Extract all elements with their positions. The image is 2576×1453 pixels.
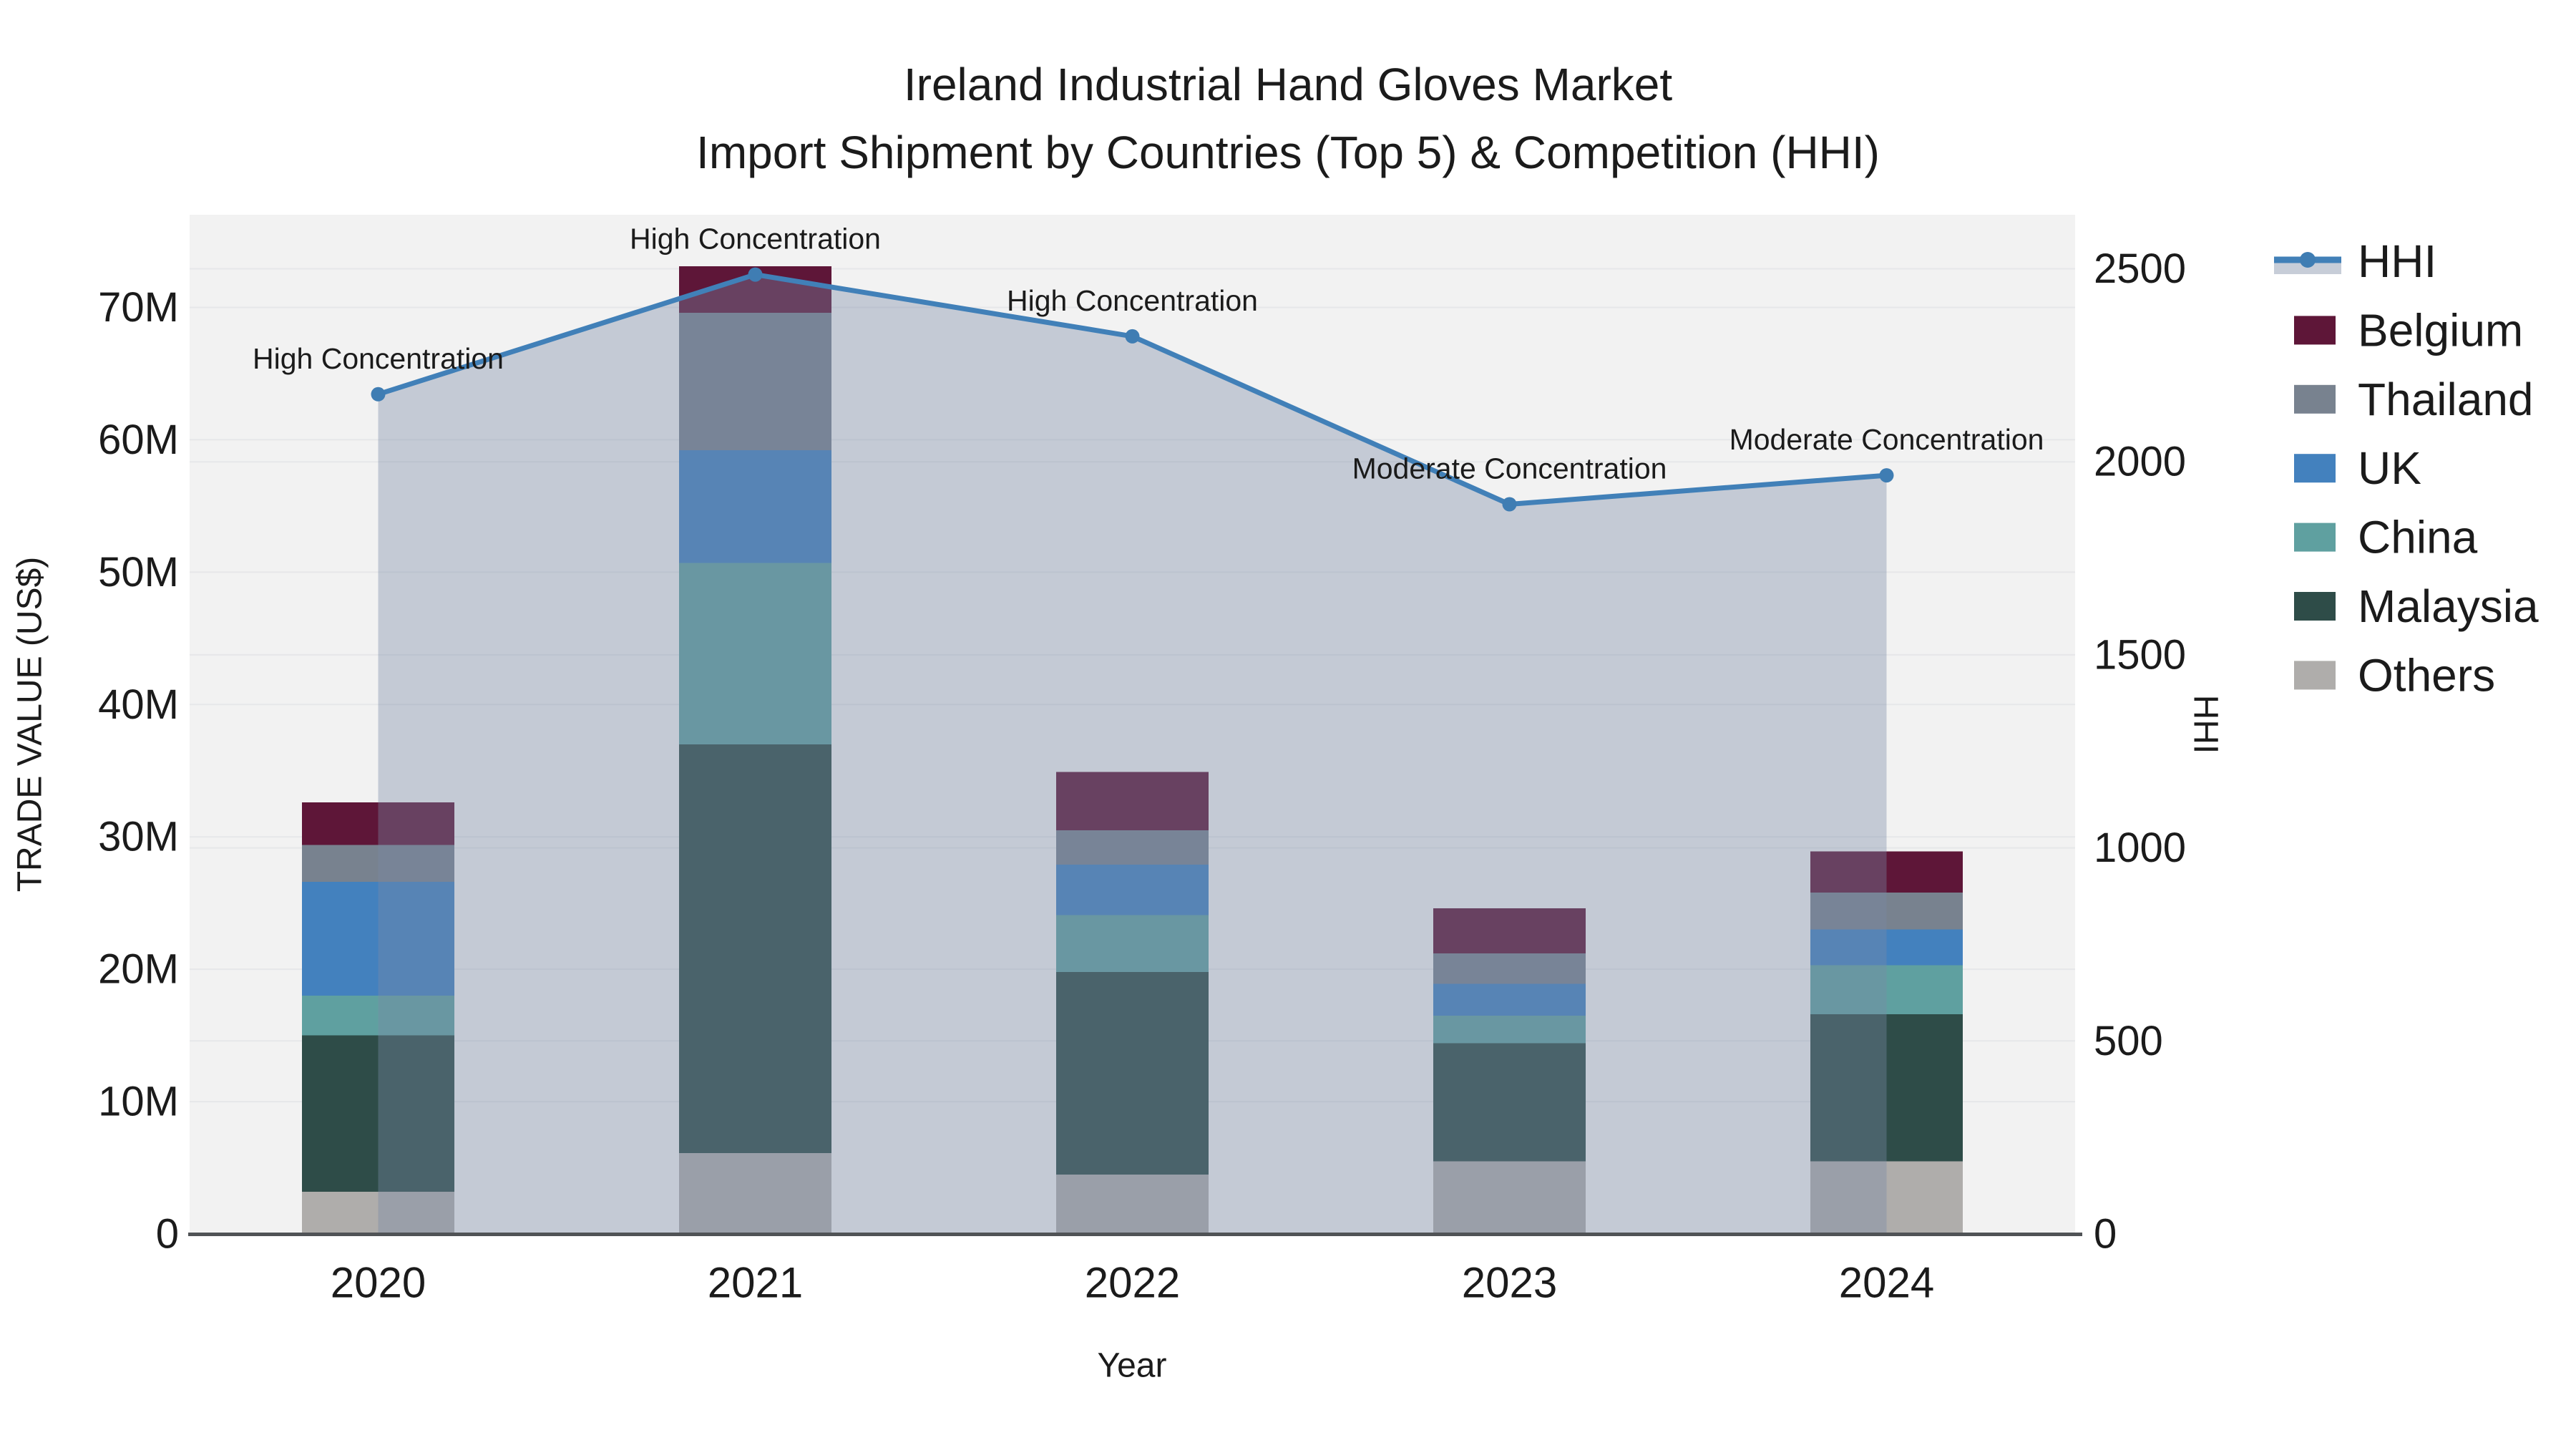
hhi-marker-2022[interactable] [1125,329,1140,344]
bar-segment-thailand-2023[interactable] [1433,953,1586,984]
legend-swatch-belgium [2294,316,2336,345]
x-tick-label-2020: 2020 [331,1259,426,1307]
legend-label-thailand: Thailand [2358,374,2534,425]
plot-area: 0 10M 20M 30M 40M 50M 60M 70M 0 500 1000 1500 2000 25… [98,215,2539,1307]
legend-swatch-malaysia [2294,592,2336,621]
legend-item-china[interactable]: China [2294,512,2478,563]
bar-segment-uk-2024[interactable] [1810,929,1963,966]
bar-segment-uk-2021[interactable] [679,450,831,563]
bar-segment-thailand-2021[interactable] [679,312,831,451]
bar-segment-china-2024[interactable] [1810,965,1963,1014]
chart-title-line2: Import Shipment by Countries (Top 5) & C… [696,127,1880,178]
bar-segment-malaysia-2023[interactable] [1433,1043,1586,1162]
y-tick-label-0: 0 [156,1211,179,1258]
legend-item-hhi[interactable]: HHI [2274,235,2436,287]
x-axis-line [188,1233,2082,1236]
x-tick-label-2023: 2023 [1462,1259,1557,1307]
legend-label-uk: UK [2358,442,2421,494]
bar-segment-uk-2022[interactable] [1056,865,1209,915]
bar-segment-malaysia-2020[interactable] [302,1035,454,1192]
bar-segment-others-2024[interactable] [1810,1161,1963,1234]
bar-segment-belgium-2022[interactable] [1056,772,1209,830]
hhi-marker-2023[interactable] [1502,497,1517,512]
y-tick-label-20M: 20M [98,946,179,993]
hhi-marker-2021[interactable] [748,267,763,282]
chart-title-line1: Ireland Industrial Hand Gloves Market [904,59,1673,110]
x-tick-label-2021: 2021 [708,1259,803,1307]
y2-tick-label-2000: 2000 [2094,439,2186,485]
bar-segment-malaysia-2024[interactable] [1810,1014,1963,1162]
annotation-2021: High Concentration [630,223,881,256]
legend-item-thailand[interactable]: Thailand [2294,374,2534,425]
hhi-legend-marker-icon [2300,252,2316,268]
x-tick-label-2022: 2022 [1085,1259,1180,1307]
legend-item-others[interactable]: Others [2294,649,2495,701]
bar-segment-thailand-2020[interactable] [302,845,454,883]
legend-label-malaysia: Malaysia [2358,580,2539,632]
legend-label-china: China [2358,512,2478,563]
x-tick-label-2024: 2024 [1839,1259,1934,1307]
bar-segment-others-2021[interactable] [679,1153,831,1234]
hhi-marker-2024[interactable] [1879,468,1894,483]
annotation-2020: High Concentration [253,342,504,375]
bar-segment-china-2020[interactable] [302,996,454,1036]
y-tick-label-70M: 70M [98,284,179,331]
legend-swatch-china [2294,523,2336,552]
legend-item-belgium[interactable]: Belgium [2294,304,2523,356]
legend-item-malaysia[interactable]: Malaysia [2294,580,2539,632]
y-tick-label-30M: 30M [98,814,179,860]
bar-segment-others-2022[interactable] [1056,1174,1209,1234]
y-tick-label-40M: 40M [98,681,179,728]
annotation-2023: Moderate Concentration [1352,452,1667,485]
y2-tick-label-1000: 1000 [2094,825,2186,871]
bar-segment-uk-2020[interactable] [302,882,454,996]
legend-item-uk[interactable]: UK [2294,442,2421,494]
y-tick-label-50M: 50M [98,549,179,596]
legend-swatch-uk [2294,454,2336,483]
y2-axis-title: HHI [2187,695,2225,754]
annotation-2024: Moderate Concentration [1729,423,2044,456]
annotation-2022: High Concentration [1007,284,1258,317]
bar-segment-belgium-2020[interactable] [302,802,454,845]
bar-segment-uk-2023[interactable] [1433,983,1586,1016]
y-axis-title: TRADE VALUE (US$) [11,557,49,893]
bar-segment-thailand-2022[interactable] [1056,830,1209,865]
bar-segment-china-2023[interactable] [1433,1015,1586,1044]
hhi-area-fill [378,274,1887,1235]
bar-segment-belgium-2023[interactable] [1433,908,1586,953]
bar-segment-others-2020[interactable] [302,1191,454,1234]
bar-segment-belgium-2024[interactable] [1810,851,1963,893]
y2-tick-label-500: 500 [2094,1018,2163,1064]
legend: HHI Belgium Thailand UK China Malaysia Others [2274,235,2539,701]
hhi-marker-2020[interactable] [371,387,386,402]
y-tick-label-10M: 10M [98,1079,179,1125]
y2-tick-label-1500: 1500 [2094,631,2186,678]
y2-tick-label-0: 0 [2094,1211,2117,1258]
legend-label-belgium: Belgium [2358,304,2523,356]
y-tick-label-60M: 60M [98,417,179,463]
bar-segment-malaysia-2022[interactable] [1056,971,1209,1175]
bar-segment-others-2023[interactable] [1433,1161,1586,1234]
legend-swatch-others [2294,661,2336,690]
legend-label-others: Others [2358,649,2495,701]
bar-segment-thailand-2024[interactable] [1810,892,1963,930]
bar-segment-china-2022[interactable] [1056,915,1209,972]
y2-tick-label-2500: 2500 [2094,246,2186,292]
x-axis-title: Year [1098,1347,1167,1385]
legend-label-hhi: HHI [2358,235,2436,287]
bar-segment-malaysia-2021[interactable] [679,744,831,1154]
legend-swatch-thailand [2294,384,2336,414]
bar-segment-china-2021[interactable] [679,563,831,744]
